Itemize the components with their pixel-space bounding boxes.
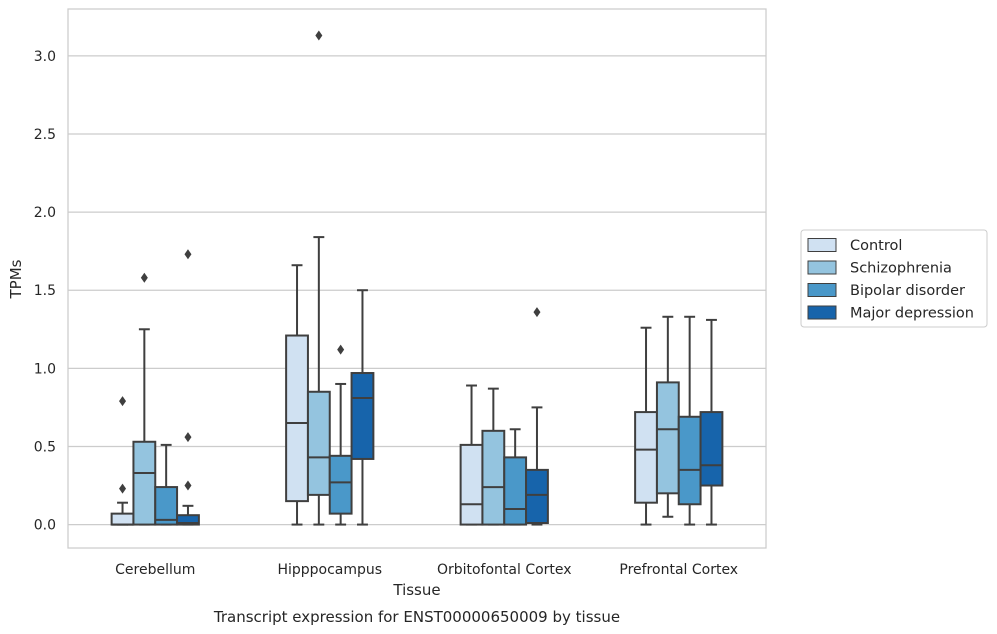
box-body xyxy=(481,429,506,526)
box-bipolar-disorder-hipppocampus xyxy=(328,344,353,526)
box-major-depression-cerebellum xyxy=(176,249,200,526)
x-axis-label: Tissue xyxy=(392,581,440,599)
box-body xyxy=(655,381,680,495)
legend-swatch-control xyxy=(807,238,837,252)
y-axis-ticks: 0.0 0.5 1.0 1.5 2.0 2.5 3.0 xyxy=(34,49,56,534)
legend-label-control: Control xyxy=(850,238,902,254)
chart-caption: Transcript expression for ENST0000065000… xyxy=(213,608,620,626)
box-body xyxy=(350,372,375,460)
x-tick-label: Orbitofontal Cortex xyxy=(437,562,572,578)
x-tick-label: Hipppocampus xyxy=(277,562,382,578)
box-body xyxy=(285,334,309,503)
y-tick-label: 0.0 xyxy=(34,518,56,534)
box-body xyxy=(634,411,658,504)
box-body xyxy=(459,443,484,526)
legend-frame xyxy=(800,229,988,328)
box-schizophrenia-hipppocampus xyxy=(306,30,331,526)
box-schizophrenia-cerebellum xyxy=(132,272,157,526)
outlier-point xyxy=(140,272,148,283)
box-major-depression-orbitofontal-cortex xyxy=(525,307,549,526)
outlier-point xyxy=(337,344,345,355)
legend-swatch-bipolar-disorder xyxy=(807,283,837,297)
box-body xyxy=(132,440,157,526)
legend-swatch-major-depression xyxy=(807,305,837,320)
legend: Control Schizophrenia Bipolar disorder Majo… xyxy=(800,229,988,328)
y-tick-label: 1.0 xyxy=(34,361,56,377)
y-tick-label: 3.0 xyxy=(34,49,56,65)
y-tick-label: 0.5 xyxy=(34,439,56,455)
box-major-depression-prefrontal-cortex xyxy=(699,318,724,526)
box-body xyxy=(525,468,549,525)
box-control-cerebellum xyxy=(110,396,135,526)
box-control-hipppocampus xyxy=(285,264,309,526)
box-body xyxy=(154,486,179,526)
plot-frame xyxy=(67,8,767,549)
box-body xyxy=(306,390,331,496)
box-bipolar-disorder-orbitofontal-cortex xyxy=(503,428,528,526)
outlier-point xyxy=(119,396,127,407)
y-tick-label: 1.5 xyxy=(34,283,56,299)
x-tick-label: Prefrontal Cortex xyxy=(619,562,738,578)
box-major-depression-hipppocampus xyxy=(350,289,375,526)
outlier-point xyxy=(119,483,127,494)
box-body xyxy=(677,415,702,506)
box-schizophrenia-prefrontal-cortex xyxy=(655,315,680,518)
box-body xyxy=(328,454,353,515)
outlier-point xyxy=(184,249,192,260)
grid-lines xyxy=(68,55,766,526)
box-control-orbitofontal-cortex xyxy=(459,384,484,526)
box-schizophrenia-orbitofontal-cortex xyxy=(481,387,506,526)
legend-label-bipolar-disorder: Bipolar disorder xyxy=(850,283,965,299)
box-body xyxy=(699,411,724,487)
box-plots xyxy=(110,30,724,526)
box-bipolar-disorder-prefrontal-cortex xyxy=(677,315,702,526)
legend-label-schizophrenia: Schizophrenia xyxy=(850,261,952,277)
y-axis-label: TPMs xyxy=(7,259,25,299)
x-axis-ticks: Cerebellum Hipppocampus Orbitofontal Corte… xyxy=(115,562,738,578)
outlier-point xyxy=(315,30,323,41)
x-tick-label: Cerebellum xyxy=(115,562,195,578)
box-bipolar-disorder-cerebellum xyxy=(154,443,179,526)
outlier-point xyxy=(184,432,192,443)
legend-label-major-depression: Major depression xyxy=(850,306,974,322)
legend-swatch-schizophrenia xyxy=(807,260,837,275)
y-tick-label: 2.5 xyxy=(34,127,56,143)
box-control-prefrontal-cortex xyxy=(634,326,658,526)
box-body xyxy=(110,512,135,526)
outlier-point xyxy=(533,307,541,318)
box-body xyxy=(176,514,200,526)
outlier-point xyxy=(184,480,192,491)
box-body xyxy=(503,456,528,526)
y-tick-label: 2.0 xyxy=(34,205,56,221)
